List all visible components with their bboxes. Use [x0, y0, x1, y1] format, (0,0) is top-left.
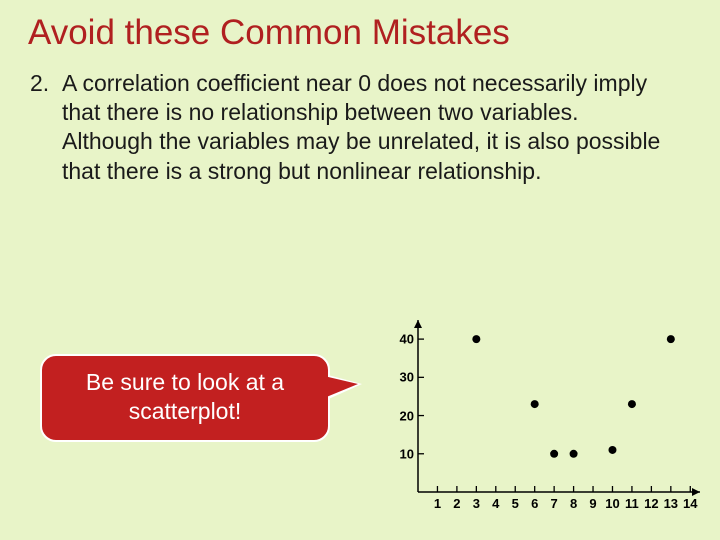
x-tick-label: 5 [512, 496, 519, 511]
x-tick-label: 6 [531, 496, 538, 511]
y-tick-label: 40 [390, 332, 414, 347]
x-tick-label: 4 [492, 496, 499, 511]
slide-title: Avoid these Common Mistakes [0, 0, 720, 53]
x-tick-label: 10 [605, 496, 619, 511]
x-tick-label: 3 [473, 496, 480, 511]
x-tick-label: 7 [551, 496, 558, 511]
y-tick-label: 10 [390, 446, 414, 461]
scatter-dot [628, 400, 636, 408]
scatterplot: 10203040 1234567891011121314 [390, 314, 706, 530]
list-number: 2. [30, 69, 49, 98]
callout-line-1: Be sure to look at a [64, 368, 306, 397]
callout-tail [324, 376, 358, 398]
x-tick-label: 14 [683, 496, 697, 511]
scatter-dot [667, 335, 675, 343]
scatter-dot [550, 450, 558, 458]
x-tick-label: 1 [434, 496, 441, 511]
scatter-dot [570, 450, 578, 458]
x-tick-label: 12 [644, 496, 658, 511]
scatter-dot [608, 446, 616, 454]
y-tick-label: 30 [390, 370, 414, 385]
body-paragraph: A correlation coefficient near 0 does no… [62, 70, 660, 184]
x-tick-label: 11 [625, 496, 639, 511]
y-tick-label: 20 [390, 408, 414, 423]
scatter-dot [472, 335, 480, 343]
callout: Be sure to look at a scatterplot! [40, 354, 330, 442]
x-tick-label: 2 [453, 496, 460, 511]
x-tick-label: 8 [570, 496, 577, 511]
x-tick-label: 9 [589, 496, 596, 511]
callout-line-2: scatterplot! [64, 397, 306, 426]
scatter-dot [531, 400, 539, 408]
body-paragraph-block: 2. A correlation coefficient near 0 does… [0, 53, 720, 187]
x-tick-label: 13 [664, 496, 678, 511]
